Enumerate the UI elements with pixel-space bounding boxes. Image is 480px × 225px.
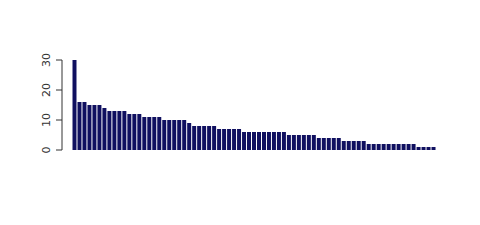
svg-text:10: 10 bbox=[40, 113, 53, 127]
svg-text:20: 20 bbox=[40, 83, 53, 97]
svg-text:30: 30 bbox=[40, 53, 53, 67]
svg-text:0: 0 bbox=[40, 147, 53, 154]
